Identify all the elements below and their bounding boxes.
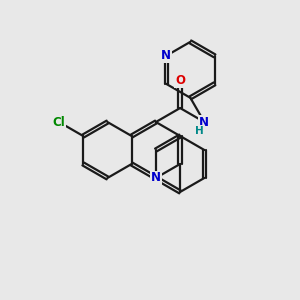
Text: N: N	[151, 172, 161, 184]
Text: H: H	[195, 126, 204, 136]
Text: N: N	[161, 49, 171, 62]
Text: N: N	[199, 116, 209, 128]
Text: Cl: Cl	[52, 116, 65, 128]
Text: O: O	[175, 74, 185, 87]
